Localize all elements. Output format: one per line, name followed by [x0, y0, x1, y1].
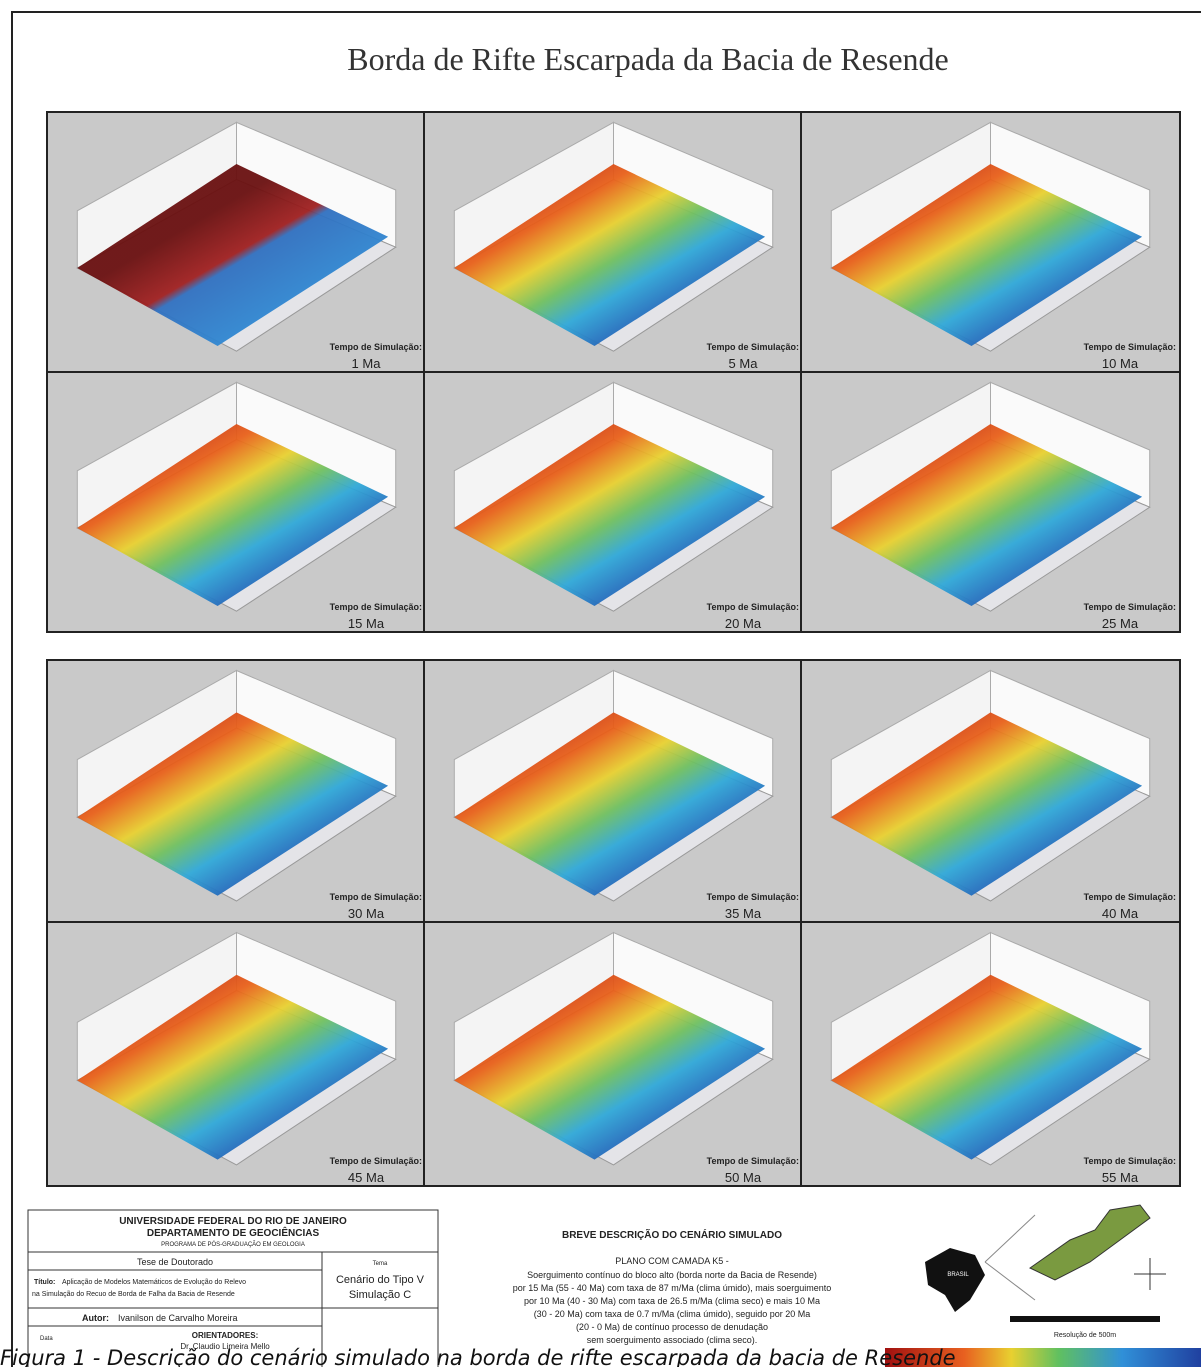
panel-time: 1 Ma [352, 356, 382, 371]
simulation: Simulação C [349, 1289, 411, 1301]
department: DEPARTAMENTO DE GEOCIÊNCIAS [147, 1226, 320, 1239]
description-heading: BREVE DESCRIÇÃO DO CENÁRIO SIMULADO [562, 1228, 782, 1241]
panel: Tempo de Simulação: 10 Ma [801, 112, 1180, 372]
description-line: Soerguimento contínuo do bloco alto (bor… [527, 1270, 817, 1280]
description-line: por 15 Ma (55 - 40 Ma) com taxa de 87 m/… [513, 1283, 832, 1293]
panel-time: 20 Ma [725, 616, 762, 631]
panel-label: Tempo de Simulação: [1084, 342, 1176, 352]
thesis-title: na Simulação do Recuo de Borda de Falha … [32, 1291, 235, 1298]
panel-label: Tempo de Simulação: [1084, 1156, 1176, 1166]
advisors-label: ORIENTADORES: [192, 1331, 259, 1340]
page: Borda de Rifte Escarpada da Bacia de Res… [0, 0, 1201, 1367]
panel: Tempo de Simulação: 45 Ma [47, 922, 426, 1186]
panel: Tempo de Simulação: 35 Ma [424, 660, 803, 922]
date-label: Data [40, 1336, 53, 1342]
panel-time: 25 Ma [1102, 616, 1139, 631]
panel-time: 40 Ma [1102, 906, 1139, 921]
panel-time: 15 Ma [348, 616, 385, 631]
caption: Figura 1 - Descrição do cenário simulado… [0, 1346, 956, 1367]
description: BREVE DESCRIÇÃO DO CENÁRIO SIMULADO PLAN… [513, 1228, 832, 1345]
university: UNIVERSIDADE FEDERAL DO RIO DE JANEIRO [119, 1216, 347, 1227]
state-shape [1030, 1205, 1150, 1280]
description-line: (20 - 0 Ma) de contínuo processo de denu… [576, 1322, 768, 1332]
figure: Borda de Rifte Escarpada da Bacia de Res… [0, 0, 1201, 1367]
panel: Tempo de Simulação: 25 Ma [801, 372, 1180, 632]
panel-label: Tempo de Simulação: [330, 602, 422, 612]
title-label: Título: [34, 1279, 55, 1286]
panel-label: Tempo de Simulação: [330, 342, 422, 352]
panel: Tempo de Simulação: 55 Ma [801, 922, 1180, 1186]
resolution: Resolução de 500m [1054, 1332, 1116, 1339]
country-label: BRASIL [947, 1272, 969, 1278]
info-box: UNIVERSIDADE FEDERAL DO RIO DE JANEIRO D… [28, 1210, 438, 1367]
title: Borda de Rifte Escarpada da Bacia de Res… [347, 41, 949, 77]
degree: Tese de Doutorado [137, 1257, 213, 1267]
panel-time: 45 Ma [348, 1170, 385, 1185]
panel: Tempo de Simulação: 20 Ma [424, 372, 803, 632]
panel-time: 35 Ma [725, 906, 762, 921]
panel: Tempo de Simulação: 40 Ma [801, 660, 1180, 922]
leader [985, 1215, 1035, 1262]
panel: Tempo de Simulação: 50 Ma [424, 922, 803, 1186]
description-line: por 10 Ma (40 - 30 Ma) com taxa de 26.5 … [524, 1296, 820, 1306]
panel: Tempo de Simulação: 1 Ma [47, 112, 426, 372]
brazil-shape [925, 1248, 985, 1312]
location-map: BRASIL Resolução de 500m [885, 1205, 1201, 1367]
theme-label: Tema [373, 1261, 388, 1267]
theme: Cenário do Tipo V [336, 1274, 425, 1286]
leader [985, 1262, 1035, 1300]
author-label: Autor: [82, 1313, 109, 1323]
panel: Tempo de Simulação: 15 Ma [47, 372, 426, 632]
thesis-title: Aplicação de Modelos Matemáticos de Evol… [62, 1279, 246, 1286]
panel-label: Tempo de Simulação: [330, 892, 422, 902]
panel: Tempo de Simulação: 5 Ma [424, 112, 803, 372]
panel-label: Tempo de Simulação: [707, 892, 799, 902]
panel-label: Tempo de Simulação: [1084, 892, 1176, 902]
description-subheading: PLANO COM CAMADA K5 - [615, 1256, 729, 1266]
scale-bar [1010, 1316, 1160, 1322]
author: Ivanilson de Carvalho Moreira [118, 1313, 238, 1323]
panel-label: Tempo de Simulação: [1084, 602, 1176, 612]
panel-label: Tempo de Simulação: [330, 1156, 422, 1166]
description-line: sem soerguimento associado (clima seco). [587, 1335, 758, 1345]
panel: Tempo de Simulação: 30 Ma [47, 660, 426, 922]
panel-time: 5 Ma [729, 356, 759, 371]
description-line: (30 - 20 Ma) com taxa de 0.7 m/Ma (clima… [534, 1309, 811, 1319]
panel-time: 30 Ma [348, 906, 385, 921]
description-lines: Soerguimento contínuo do bloco alto (bor… [513, 1270, 832, 1345]
panel-time: 10 Ma [1102, 356, 1139, 371]
program: PROGRAMA DE PÓS-GRADUAÇÃO EM GEOLOGIA [161, 1241, 305, 1248]
panel-time: 55 Ma [1102, 1170, 1139, 1185]
panel-time: 50 Ma [725, 1170, 762, 1185]
panel-label: Tempo de Simulação: [707, 602, 799, 612]
panel-label: Tempo de Simulação: [707, 1156, 799, 1166]
panel-label: Tempo de Simulação: [707, 342, 799, 352]
